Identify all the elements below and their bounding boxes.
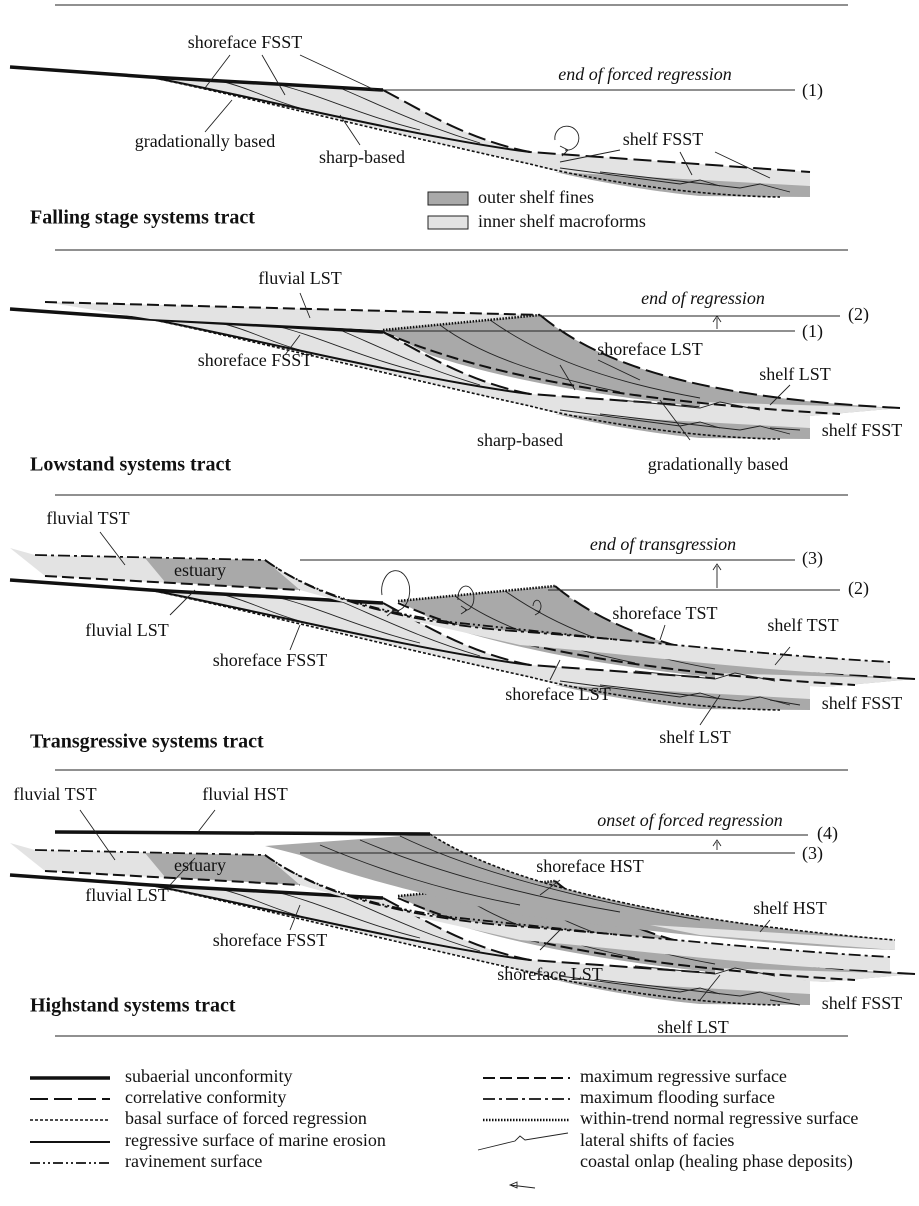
legend-swatch <box>427 215 469 230</box>
label: estuary <box>174 855 226 875</box>
legend-arrow <box>508 1181 536 1189</box>
hst-wedge <box>265 834 895 950</box>
leaders <box>99 531 801 726</box>
legend-zigzag <box>477 1132 569 1151</box>
leaders <box>284 292 801 441</box>
label: fluvial LST <box>85 885 169 905</box>
label: fluvial TST <box>46 508 129 528</box>
label: shelf FSST <box>822 420 903 440</box>
arrow <box>712 563 722 588</box>
label: shoreface LST <box>505 684 610 704</box>
panel-title: Lowstand systems tract <box>30 454 231 476</box>
label: shoreface FSST <box>213 930 327 950</box>
hst-shelf <box>650 925 895 950</box>
label: end of regression <box>641 288 765 308</box>
label: shoreface HST <box>536 856 643 876</box>
label: fluvial LST <box>258 268 342 288</box>
legend-text: basal surface of forced regression <box>125 1108 367 1128</box>
ravinement <box>264 854 621 936</box>
label: shoreface FSST <box>188 32 302 52</box>
label: shoreface FSST <box>213 650 327 670</box>
label: (3) <box>802 843 823 864</box>
estuary <box>145 558 300 590</box>
legend-text: regressive surface of marine erosion <box>125 1130 386 1150</box>
legend-text: subaerial unconformity <box>125 1066 292 1086</box>
label: (2) <box>848 578 869 599</box>
label: shoreface LST <box>597 339 702 359</box>
legend-swatch <box>427 191 469 206</box>
label: inner shelf macroforms <box>478 211 646 231</box>
legend-text: coastal onlap (healing phase deposits) <box>580 1151 853 1172</box>
label: (1) <box>802 321 823 342</box>
legend-text: correlative conformity <box>125 1087 286 1107</box>
legend-text: lateral shifts of facies <box>580 1130 734 1150</box>
label: shelf LST <box>657 1017 729 1037</box>
curved-arrows <box>381 570 542 617</box>
tst-panel-4 <box>10 843 891 971</box>
curved-arrow <box>554 125 580 157</box>
label: gradationally based <box>135 131 275 151</box>
label: shelf FSST <box>822 993 903 1013</box>
estuary <box>145 853 300 885</box>
label: (1) <box>802 80 823 101</box>
label: onset of forced regression <box>597 810 782 830</box>
legend-text: ravinement surface <box>125 1151 262 1171</box>
label: (4) <box>817 823 838 844</box>
legend-text: maximum flooding surface <box>580 1087 775 1107</box>
label: gradationally based <box>648 454 788 474</box>
legend-text: maximum regressive surface <box>580 1066 787 1086</box>
label: end of forced regression <box>558 64 731 84</box>
label: sharp-based <box>319 147 405 167</box>
label: estuary <box>174 560 226 580</box>
label: outer shelf fines <box>478 187 594 207</box>
label: shelf FSST <box>623 129 704 149</box>
panel-title: Highstand systems tract <box>30 995 236 1017</box>
label: (3) <box>802 548 823 569</box>
panel-title: Transgressive systems tract <box>30 731 264 753</box>
leaders <box>204 54 771 179</box>
label: sharp-based <box>477 430 563 450</box>
label: fluvial HST <box>202 784 288 804</box>
arrow <box>712 839 722 850</box>
label: end of transgression <box>590 534 736 554</box>
mrs-line <box>44 301 541 316</box>
label: shelf HST <box>753 898 827 918</box>
label: fluvial LST <box>85 620 169 640</box>
mrs-line <box>44 575 301 591</box>
label: (2) <box>848 304 869 325</box>
leaders <box>79 809 801 1006</box>
label: shoreface FSST <box>198 350 312 370</box>
label: fluvial TST <box>13 784 96 804</box>
mrs-line <box>44 870 301 886</box>
label: shoreface LST <box>497 964 602 984</box>
su-line <box>54 830 431 836</box>
fluvial-wedge <box>45 302 540 330</box>
label: shelf TST <box>767 615 838 635</box>
label: shelf FSST <box>822 693 903 713</box>
arrow <box>712 315 722 329</box>
legend-text: within-trend normal regressive surface <box>580 1108 858 1128</box>
label: shoreface TST <box>612 603 717 623</box>
label: shelf LST <box>759 364 831 384</box>
label: shelf LST <box>659 727 731 747</box>
ravinement <box>264 559 621 641</box>
panel-title: Falling stage systems tract <box>30 207 255 229</box>
clinoforms <box>319 835 701 921</box>
